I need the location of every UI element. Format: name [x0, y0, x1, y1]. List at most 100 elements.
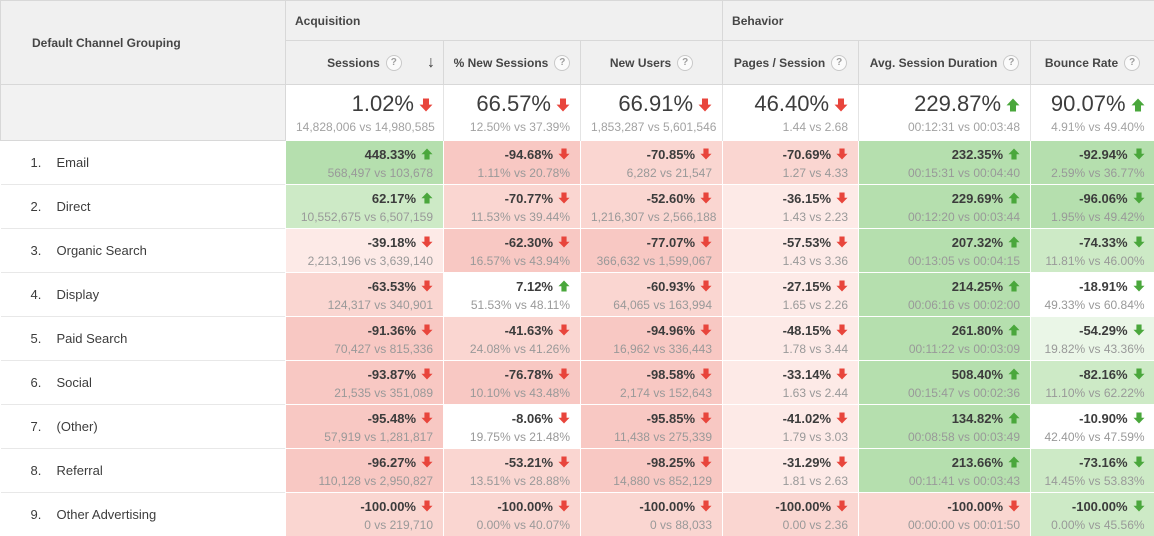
metric-cell: -100.00%0 vs 219,710 [286, 493, 444, 536]
percent-change-line: -52.60% [591, 189, 712, 208]
arrow-down-icon [700, 500, 712, 512]
percent-change-line: -92.94% [1041, 145, 1145, 164]
percent-change: 232.35% [952, 147, 1003, 162]
comparison-values: 00:12:20 vs 00:03:44 [869, 210, 1020, 224]
comparison-values: 16,962 vs 336,443 [591, 342, 712, 356]
row-rank: 8. [31, 463, 57, 478]
percent-change: -36.15% [783, 191, 831, 206]
percent-change-line: 229.69% [869, 189, 1020, 208]
percent-change-line: -36.15% [733, 189, 848, 208]
percent-change: 448.33% [365, 147, 416, 162]
percent-change-line: -73.16% [1041, 453, 1145, 472]
percent-change-line: -33.14% [733, 365, 848, 384]
percent-change-line: -10.90% [1041, 409, 1145, 428]
arrow-up-icon [1008, 324, 1020, 336]
arrow-up-icon [1008, 412, 1020, 424]
help-icon[interactable]: ? [554, 55, 570, 71]
metric-cell: -96.06%1.95% vs 49.42% [1031, 185, 1154, 229]
metric-cell: -93.87%21,535 vs 351,089 [286, 361, 444, 405]
comparison-values: 24.08% vs 41.26% [454, 342, 570, 356]
summary-metric-cell: 66.91%1,853,287 vs 5,601,546 [581, 85, 723, 141]
arrow-down-icon [1133, 368, 1145, 380]
percent-change: -96.06% [1079, 191, 1127, 206]
arrow-up-icon [1131, 98, 1145, 112]
metric-cell: -39.18%2,213,196 vs 3,639,140 [286, 229, 444, 273]
metric-cell: -82.16%11.10% vs 62.22% [1031, 361, 1154, 405]
column-label: Pages / Session [734, 56, 825, 70]
percent-change-line: 134.82% [869, 409, 1020, 428]
percent-change: -10.90% [1079, 411, 1127, 426]
comparison-values: 1.43 vs 3.36 [733, 254, 848, 268]
column-header-avg-session-duration[interactable]: Avg. Session Duration? [859, 41, 1031, 85]
percent-change: 90.07% [1051, 91, 1126, 116]
metric-cell: -74.33%11.81% vs 46.00% [1031, 229, 1154, 273]
arrow-down-icon [421, 368, 433, 380]
help-icon[interactable]: ? [1003, 55, 1019, 71]
percent-change-line: 261.80% [869, 321, 1020, 340]
help-icon[interactable]: ? [386, 55, 402, 71]
help-icon[interactable]: ? [677, 55, 693, 71]
percent-change: -100.00% [360, 499, 416, 514]
metric-cell: -33.14%1.63 vs 2.44 [723, 361, 859, 405]
metric-cell: 508.40%00:15:47 vs 00:02:36 [859, 361, 1031, 405]
percent-change: -94.96% [647, 323, 695, 338]
channel-cell: 1.Email [1, 141, 286, 185]
metric-cell: 261.80%00:11:22 vs 00:03:09 [859, 317, 1031, 361]
channel-cell: 5.Paid Search [1, 317, 286, 361]
percent-change: -8.06% [512, 411, 553, 426]
comparison-values: 1.65 vs 2.26 [733, 298, 848, 312]
channel-name: Other Advertising [57, 507, 157, 522]
arrow-down-icon [558, 236, 570, 248]
percent-change-line: -100.00% [591, 497, 712, 516]
help-icon[interactable]: ? [1124, 55, 1140, 71]
percent-change-line: -77.07% [591, 233, 712, 252]
arrow-down-icon [836, 500, 848, 512]
arrow-up-icon [1008, 368, 1020, 380]
arrow-down-icon [1133, 500, 1145, 512]
percent-change: -41.02% [783, 411, 831, 426]
comparison-values: 124,317 vs 340,901 [296, 298, 433, 312]
comparison-values: 00:08:58 vs 00:03:49 [869, 430, 1020, 444]
row-rank: 2. [31, 199, 57, 214]
comparison-values: 11,438 vs 275,339 [591, 430, 712, 444]
column-label: Bounce Rate [1045, 56, 1118, 70]
percent-change-line: -41.63% [454, 321, 570, 340]
metric-cell: -36.15% 1.43 vs 2.23 [723, 185, 859, 229]
percent-change: -100.00% [947, 499, 1003, 514]
metric-cell: -52.60%1,216,307 vs 2,566,188 [581, 185, 723, 229]
percent-change: 508.40% [952, 367, 1003, 382]
comparison-values: 1.43 vs 2.23 [733, 210, 848, 224]
column-header-bounce-rate[interactable]: Bounce Rate? [1031, 41, 1154, 85]
metric-cell: -63.53% 124,317 vs 340,901 [286, 273, 444, 317]
comparison-values: 19.82% vs 43.36% [1041, 342, 1145, 356]
help-icon[interactable]: ? [831, 55, 847, 71]
column-header-new-users[interactable]: New Users? [581, 41, 723, 85]
comparison-values: 11.53% vs 39.44% [454, 210, 570, 224]
arrow-down-icon [700, 412, 712, 424]
summary-metric-cell: 66.57%12.50% vs 37.39% [444, 85, 581, 141]
metric-cell: 232.35%00:15:31 vs 00:04:40 [859, 141, 1031, 185]
arrow-down-icon [836, 412, 848, 424]
percent-change: 66.91% [618, 91, 693, 116]
row-rank: 6. [31, 375, 57, 390]
metric-cell: -70.77%11.53% vs 39.44% [444, 185, 581, 229]
arrow-down-icon [1133, 456, 1145, 468]
metric-cell: -18.91%49.33% vs 60.84% [1031, 273, 1154, 317]
arrow-down-icon [700, 148, 712, 160]
dimension-header[interactable]: Default Channel Grouping [1, 1, 286, 85]
channel-cell: 8.Referral [1, 449, 286, 493]
percent-change: -100.00% [1072, 499, 1128, 514]
channel-name: Social [57, 375, 92, 390]
percent-change-line: -31.29% [733, 453, 848, 472]
channel-name: Organic Search [57, 243, 147, 258]
percent-change-line: -96.27% [296, 453, 433, 472]
table-row: 8.Referral-96.27%110,128 vs 2,950,827-53… [1, 449, 1154, 493]
column-header-pages-session[interactable]: Pages / Session? [723, 41, 859, 85]
percent-change: 66.57% [476, 91, 551, 116]
percent-change-line: -27.15% [733, 277, 848, 296]
percent-change-line: -63.53% [296, 277, 433, 296]
column-header-new-sessions[interactable]: % New Sessions? [444, 41, 581, 85]
comparison-values: 57,919 vs 1,281,817 [296, 430, 433, 444]
column-header-sessions[interactable]: Sessions?↓ [286, 41, 444, 85]
arrow-down-icon [1133, 148, 1145, 160]
